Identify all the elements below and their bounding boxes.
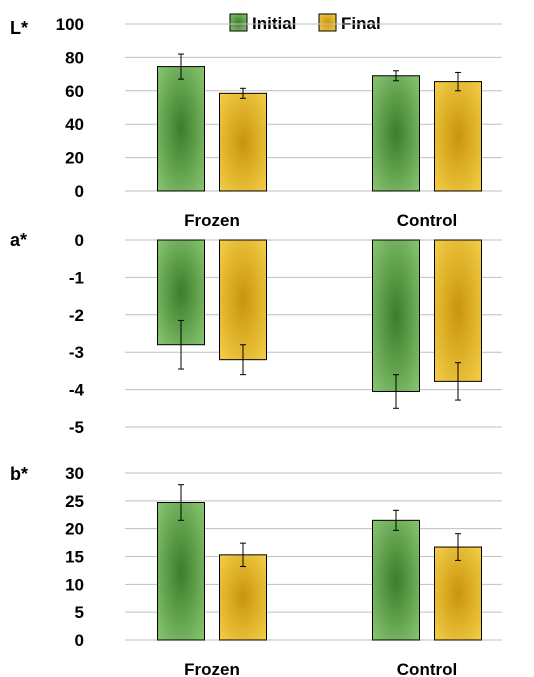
panel-label: a*: [10, 230, 27, 250]
y-tick-label: 100: [56, 15, 84, 34]
y-tick-label: 30: [65, 464, 84, 483]
category-label: Frozen: [184, 211, 240, 230]
y-tick-label: 0: [75, 231, 84, 250]
category-label: Frozen: [184, 660, 240, 677]
y-tick-label: 5: [75, 603, 84, 622]
panel-1: a* 0 -1 -2 -3 -4 -5: [10, 230, 502, 437]
y-tick-label: 20: [65, 520, 84, 539]
y-tick-label: 25: [65, 492, 84, 511]
bar-initial-frozen: [157, 66, 205, 192]
y-tick-label: 20: [65, 149, 84, 168]
y-tick-label: -2: [69, 306, 84, 325]
y-tick-label: -4: [69, 381, 85, 400]
error-bar: [178, 53, 184, 80]
panel-label: L*: [10, 18, 28, 38]
y-tick-label: -5: [69, 418, 84, 437]
error-bar: [455, 71, 461, 92]
bar-final-frozen: [219, 239, 267, 361]
y-tick-label: 0: [75, 631, 84, 650]
legend-swatch-initial: [229, 13, 248, 32]
bar-initial-control: [372, 239, 420, 392]
bar-final-control: [434, 81, 482, 192]
y-tick-label: 40: [65, 115, 84, 134]
y-tick-label: -1: [69, 268, 84, 287]
y-tick-label: 10: [65, 575, 84, 594]
category-label: Control: [397, 211, 457, 230]
bar-final-control: [434, 239, 482, 382]
error-bar: [393, 509, 399, 531]
bar-initial-control: [372, 75, 420, 192]
error-bar: [455, 362, 461, 401]
panel-2: b* 30 25 20 15 10 5 0 Frozen Control: [10, 464, 502, 677]
error-bar: [393, 70, 399, 82]
y-tick-label: 60: [65, 82, 84, 101]
y-tick-label: -3: [69, 343, 84, 362]
error-bar: [455, 533, 461, 561]
bar-final-frozen: [219, 554, 267, 641]
bar-initial-control: [372, 519, 420, 641]
category-label: Control: [397, 660, 457, 677]
panel-label: b*: [10, 464, 28, 484]
error-bar: [393, 374, 399, 409]
bar-initial-frozen: [157, 502, 205, 641]
bar-final-control: [434, 546, 482, 641]
error-bar: [178, 484, 184, 521]
error-bar: [240, 542, 246, 568]
error-bar: [240, 87, 246, 99]
error-bar: [240, 344, 246, 376]
y-tick-label: 80: [65, 48, 84, 67]
y-tick-label: 15: [65, 548, 84, 567]
bar-final-frozen: [219, 92, 267, 192]
y-tick-label: 0: [75, 182, 84, 201]
legend-swatch-final: [318, 13, 337, 32]
panel-0: L* 100 80 60 40 20 0 Frozen Control: [10, 15, 502, 230]
error-bar: [178, 319, 184, 370]
